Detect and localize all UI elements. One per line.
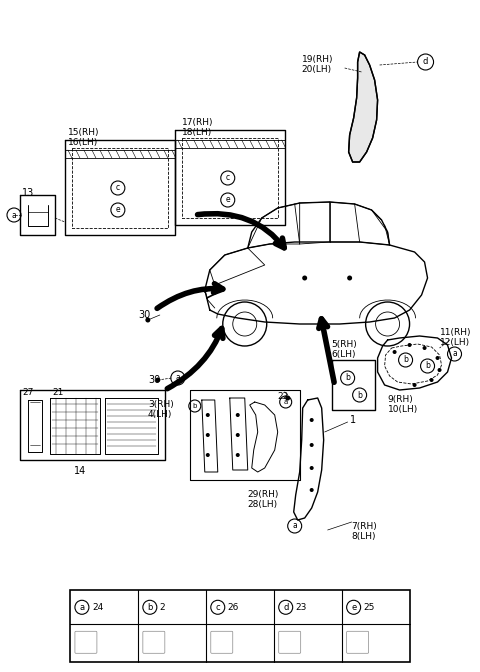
Circle shape <box>310 488 313 492</box>
Text: 26: 26 <box>228 603 239 612</box>
Text: 21: 21 <box>52 388 63 397</box>
Circle shape <box>438 368 442 372</box>
Circle shape <box>285 396 290 401</box>
Text: 7(RH)
8(LH): 7(RH) 8(LH) <box>352 522 377 542</box>
Circle shape <box>310 466 313 470</box>
Circle shape <box>413 383 417 387</box>
Text: 27: 27 <box>22 388 33 397</box>
Text: 5(RH)
6(LH): 5(RH) 6(LH) <box>332 340 358 360</box>
Text: 22: 22 <box>278 392 289 401</box>
Text: 1: 1 <box>349 415 356 425</box>
Text: 25: 25 <box>364 603 375 612</box>
Text: 23: 23 <box>296 603 307 612</box>
Text: 24: 24 <box>92 603 103 612</box>
Circle shape <box>435 356 440 360</box>
Circle shape <box>206 453 210 457</box>
Circle shape <box>347 276 352 280</box>
Circle shape <box>145 317 150 323</box>
Circle shape <box>422 346 427 350</box>
Text: 19(RH)
20(LH): 19(RH) 20(LH) <box>302 55 333 75</box>
Circle shape <box>236 433 240 437</box>
Text: a: a <box>284 399 288 405</box>
Text: b: b <box>147 603 153 612</box>
Text: c: c <box>216 603 220 612</box>
Text: 14: 14 <box>74 466 86 476</box>
Text: b: b <box>345 374 350 382</box>
Text: e: e <box>351 603 356 612</box>
Text: d: d <box>423 58 428 67</box>
Text: a: a <box>12 210 16 220</box>
Text: 15(RH)
16(LH): 15(RH) 16(LH) <box>68 128 99 147</box>
Text: b: b <box>403 355 408 364</box>
Text: a: a <box>175 374 180 382</box>
Text: b: b <box>357 390 362 399</box>
Circle shape <box>408 343 411 347</box>
Circle shape <box>156 378 160 382</box>
Circle shape <box>206 433 210 437</box>
Polygon shape <box>348 52 378 162</box>
Circle shape <box>236 453 240 457</box>
Circle shape <box>236 413 240 417</box>
Circle shape <box>206 413 210 417</box>
Text: b: b <box>192 403 197 409</box>
Text: 3(RH)
4(LH): 3(RH) 4(LH) <box>148 400 174 419</box>
Circle shape <box>310 443 313 447</box>
Circle shape <box>302 276 307 280</box>
Text: 9(RH)
10(LH): 9(RH) 10(LH) <box>387 395 418 415</box>
Text: a: a <box>452 349 457 358</box>
Text: 13: 13 <box>22 188 34 198</box>
Text: c: c <box>226 173 230 183</box>
Text: 11(RH)
12(LH): 11(RH) 12(LH) <box>440 328 471 347</box>
Circle shape <box>393 350 396 354</box>
Circle shape <box>310 418 313 422</box>
Text: d: d <box>283 603 288 612</box>
Text: 29(RH)
28(LH): 29(RH) 28(LH) <box>248 490 279 509</box>
Text: 30: 30 <box>148 375 160 385</box>
Text: 2: 2 <box>160 603 166 612</box>
Text: 17(RH)
18(LH): 17(RH) 18(LH) <box>182 118 213 137</box>
Text: e: e <box>226 196 230 204</box>
Text: a: a <box>292 521 297 530</box>
Text: b: b <box>425 362 430 370</box>
Text: 30: 30 <box>138 310 150 320</box>
Text: a: a <box>79 603 84 612</box>
Text: e: e <box>116 206 120 214</box>
Text: c: c <box>116 183 120 192</box>
Circle shape <box>430 378 433 382</box>
